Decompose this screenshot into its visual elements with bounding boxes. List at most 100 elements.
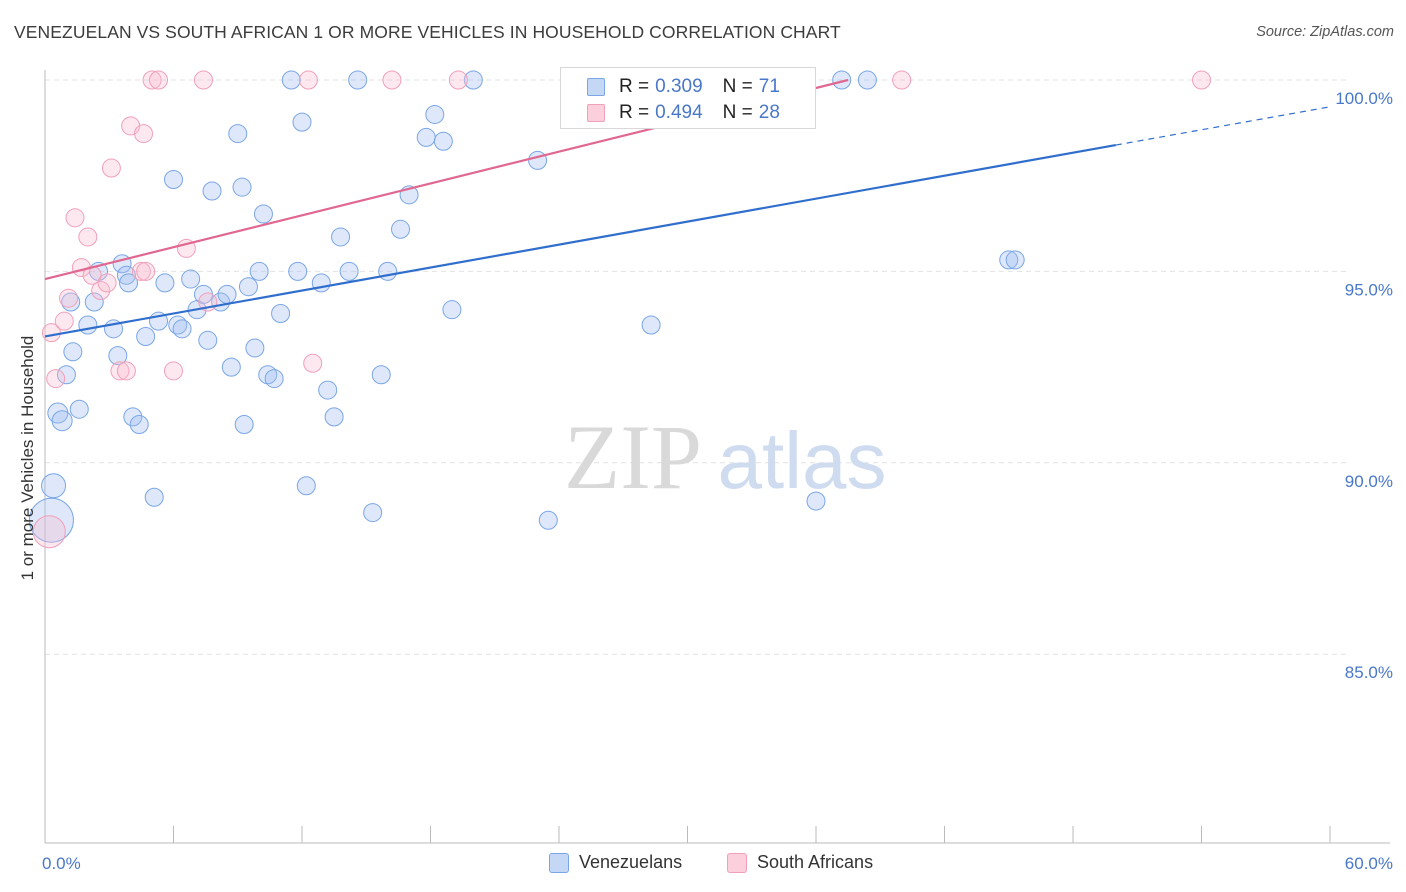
legend-label-venezuelans: Venezuelans (579, 852, 683, 872)
y-tick-label: 85.0% (1345, 663, 1393, 682)
venezuelans-point (288, 261, 308, 281)
venezuelans-point (528, 150, 548, 170)
venezuelans-point (245, 338, 265, 358)
south-africans-point (91, 281, 111, 301)
y-axis-title: 1 or more Vehicles in Household (18, 335, 37, 581)
stats-legend: R = 0.309 N = 71 R = 0.494 N = 28 (560, 67, 816, 129)
venezuelans-point (116, 265, 136, 285)
south-africans-point (136, 261, 156, 281)
y-tick-labels: 100.0% 95.0% 90.0% 85.0% (1335, 89, 1393, 682)
south-africans-point (82, 265, 102, 285)
venezuelans-point (63, 342, 83, 362)
r-label: R = (619, 76, 650, 97)
venezuelans-point (806, 491, 826, 511)
venezuelans-point (238, 277, 258, 297)
n-value-venezuelans: 71 (758, 76, 780, 97)
south-africans-point (298, 70, 318, 90)
y-tick-label: 90.0% (1345, 472, 1393, 491)
axes (44, 70, 1390, 844)
trend-line-venezuelans-extension (1115, 106, 1331, 146)
legend-item-south-africans[interactable]: South Africans (727, 852, 873, 873)
y-tick-label: 100.0% (1335, 89, 1393, 108)
venezuelans-point (155, 273, 175, 293)
venezuelans-point (999, 250, 1019, 270)
venezuelans-point (119, 273, 139, 293)
venezuelans-point (857, 70, 877, 90)
venezuelans-point (232, 177, 252, 197)
legend-swatch-south-africans (727, 852, 747, 873)
south-africans-point (101, 158, 121, 178)
venezuelans-point (433, 131, 453, 151)
venezuelans-point (144, 487, 164, 507)
venezuelans-point (1005, 250, 1025, 270)
n-label: N = (722, 102, 753, 123)
south-africans-point (892, 70, 912, 90)
r-value-south-africans: 0.494 (655, 102, 703, 123)
y-tick-label: 95.0% (1345, 280, 1393, 299)
x-tick-label: 0.0% (42, 854, 81, 873)
south-africans-point (131, 261, 151, 281)
stats-legend-row-venezuelans: R = 0.309 N = 71 (587, 76, 780, 98)
venezuelans-point (84, 292, 104, 312)
venezuelans-point (217, 284, 237, 304)
venezuelans-point (28, 497, 74, 543)
venezuelans-point (363, 503, 383, 523)
watermark-atlas: atlas (718, 416, 887, 505)
venezuelans-point (108, 346, 128, 366)
legend-item-venezuelans[interactable]: Venezuelans (549, 852, 682, 873)
venezuelans-point (271, 304, 291, 324)
series-legend: Venezuelans South Africans (0, 852, 1406, 876)
south-africans-point (65, 208, 85, 228)
south-africans-point (134, 124, 154, 144)
venezuelans-point (69, 399, 89, 419)
venezuelans-point (371, 365, 391, 385)
venezuelans-point (463, 70, 483, 90)
legend-swatch-pink (587, 104, 605, 122)
watermark: ZIP atlas (564, 406, 886, 508)
legend-swatch-blue (587, 78, 605, 96)
venezuelans-point (234, 415, 254, 435)
series-south-africans-points (32, 70, 1211, 549)
venezuelans-point (221, 357, 241, 377)
south-africans-point (97, 273, 117, 293)
venezuelans-point (202, 181, 222, 201)
venezuelans-point (292, 112, 312, 132)
south-africans-point (142, 70, 162, 90)
trend-line-venezuelans (44, 143, 1117, 338)
venezuelans-point (41, 473, 67, 499)
series-venezuelans-points (28, 70, 1025, 543)
south-africans-point (1192, 70, 1211, 90)
venezuelans-point (641, 315, 661, 335)
south-africans-point (46, 369, 66, 389)
venezuelans-point (391, 219, 411, 239)
venezuelans-point (416, 127, 436, 147)
venezuelans-point (318, 380, 338, 400)
x-tick-label: 60.0% (1345, 854, 1393, 873)
south-africans-point (110, 361, 130, 381)
venezuelans-point (339, 261, 359, 281)
venezuelans-point (324, 407, 344, 427)
venezuelans-point (442, 300, 462, 320)
venezuelans-point (181, 269, 201, 289)
venezuelans-point (253, 204, 273, 224)
south-africans-point (78, 227, 98, 247)
venezuelans-point (228, 124, 248, 144)
venezuelans-point (56, 365, 76, 385)
venezuelans-point (378, 261, 398, 281)
chart-title: VENEZUELAN VS SOUTH AFRICAN 1 OR MORE VE… (14, 22, 841, 42)
venezuelans-point (123, 407, 143, 427)
south-africans-point (448, 70, 468, 90)
stats-legend-row-south-africans: R = 0.494 N = 28 (587, 102, 780, 124)
venezuelans-point (51, 410, 73, 432)
watermark-zip: ZIP (564, 406, 702, 508)
south-africans-point (59, 288, 79, 308)
venezuelans-point (331, 227, 351, 247)
venezuelans-point (164, 170, 183, 190)
r-value-venezuelans: 0.309 (655, 76, 703, 97)
n-label: N = (722, 76, 753, 97)
south-africans-point (54, 311, 74, 331)
south-africans-point (193, 70, 213, 90)
south-africans-point (32, 515, 66, 549)
venezuelans-point (249, 261, 269, 281)
